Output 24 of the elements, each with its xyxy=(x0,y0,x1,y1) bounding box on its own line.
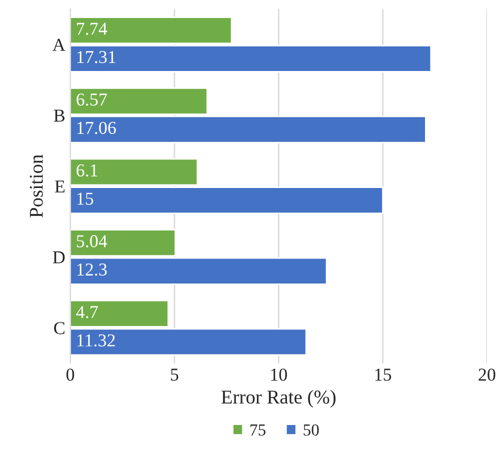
data-label: 12.3 xyxy=(77,264,107,276)
legend-label: 50 xyxy=(304,424,319,436)
data-label: 17.31 xyxy=(77,51,116,64)
data-label: 7.74 xyxy=(77,22,108,35)
y-tick-label: A xyxy=(52,38,66,51)
legend-label: 75 xyxy=(250,424,266,436)
x-tick-label: 10 xyxy=(271,368,287,381)
data-label: 6.57 xyxy=(76,94,107,106)
data-label: 15 xyxy=(77,192,94,205)
data-label: 4.7 xyxy=(76,306,98,318)
y-tick-label: E xyxy=(54,180,65,192)
x-tick-label: 5 xyxy=(170,368,178,381)
x-axis-title: Error Rate (%) xyxy=(221,390,336,408)
data-label: 5.04 xyxy=(76,235,108,248)
y-tick-label: C xyxy=(54,322,64,334)
data-label: 17.06 xyxy=(77,122,116,134)
x-tick-label: 15 xyxy=(375,368,392,381)
y-tick-label: B xyxy=(54,110,65,122)
y-axis-title: Position xyxy=(30,154,43,218)
x-tick-label: 0 xyxy=(66,368,74,381)
data-label: 11.32 xyxy=(77,334,115,347)
data-label: 6.1 xyxy=(76,164,98,177)
y-tick-label: D xyxy=(52,251,65,264)
x-tick-label: 20 xyxy=(478,368,496,381)
